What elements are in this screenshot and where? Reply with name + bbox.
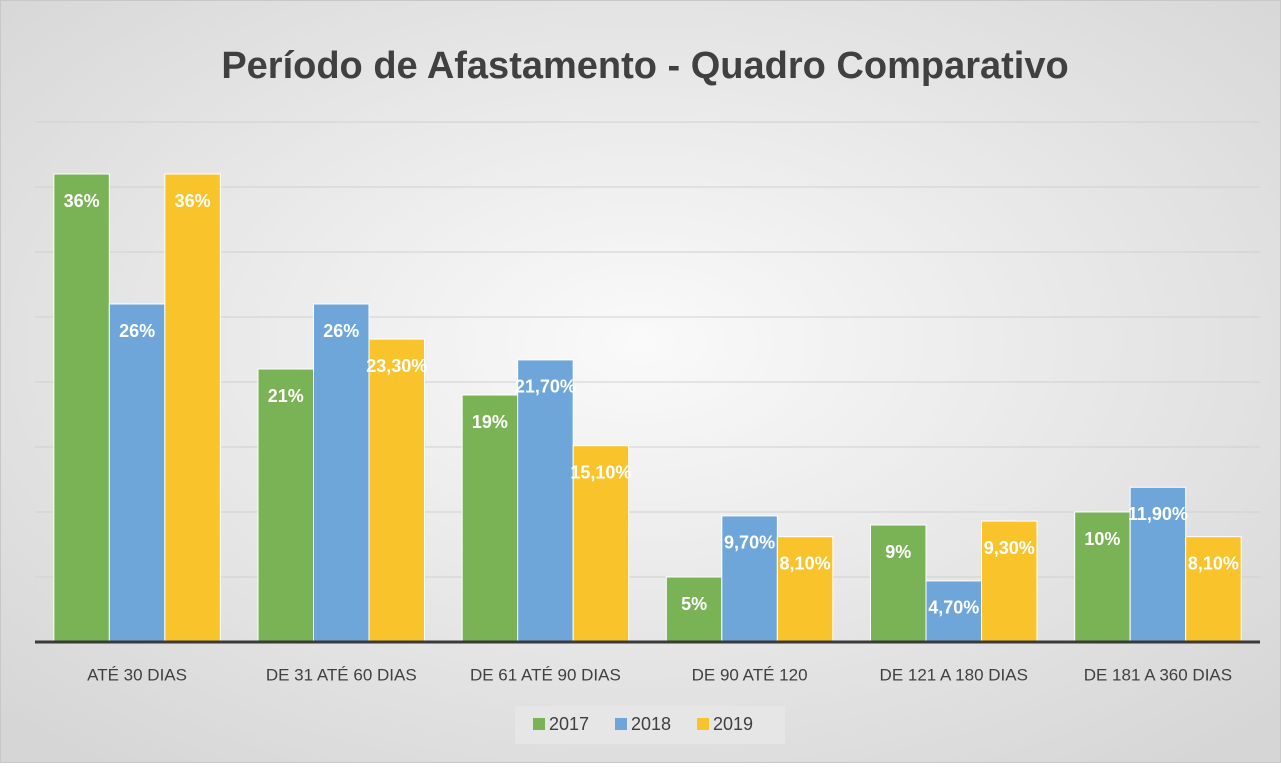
data-label: 19% bbox=[472, 412, 508, 432]
bar bbox=[368, 338, 425, 643]
bar bbox=[665, 576, 723, 643]
data-label: 9,30% bbox=[984, 538, 1035, 558]
bar bbox=[257, 368, 314, 643]
data-label: 21% bbox=[268, 386, 304, 406]
bar bbox=[108, 303, 166, 643]
data-label: 5% bbox=[681, 594, 707, 614]
bar bbox=[1129, 486, 1187, 643]
bar bbox=[461, 394, 519, 643]
data-label: 8,10% bbox=[780, 553, 831, 573]
x-tick-label: DE 181 A 360 DIAS bbox=[1084, 665, 1232, 684]
bar bbox=[925, 580, 982, 643]
data-label: 23,30% bbox=[366, 356, 427, 376]
legend-swatch bbox=[697, 718, 709, 730]
bar bbox=[164, 173, 221, 643]
bar bbox=[981, 520, 1038, 643]
x-tick-label: DE 31 ATÉ 60 DIAS bbox=[266, 665, 417, 684]
x-tick-label: DE 90 ATÉ 120 bbox=[692, 665, 808, 684]
legend-label: 2018 bbox=[631, 714, 671, 734]
data-label: 8,10% bbox=[1188, 553, 1239, 573]
data-label: 26% bbox=[119, 321, 155, 341]
x-tick-label: DE 121 A 180 DIAS bbox=[880, 665, 1028, 684]
bar bbox=[313, 303, 370, 643]
bar bbox=[517, 359, 574, 643]
data-label: 36% bbox=[64, 191, 100, 211]
data-label: 15,10% bbox=[570, 462, 631, 482]
legend-label: 2019 bbox=[713, 714, 753, 734]
legend-swatch bbox=[615, 718, 627, 730]
bar bbox=[1074, 511, 1131, 643]
legend-box bbox=[515, 706, 785, 744]
bar bbox=[53, 173, 110, 643]
data-label: 11,90% bbox=[1128, 504, 1188, 524]
legend-swatch bbox=[533, 718, 545, 730]
x-tick-label: DE 61 ATÉ 90 DIAS bbox=[470, 665, 621, 684]
data-label: 4,70% bbox=[928, 598, 979, 618]
data-label: 9% bbox=[885, 542, 911, 562]
chart-title: Período de Afastamento - Quadro Comparat… bbox=[221, 45, 1068, 87]
data-label: 9,70% bbox=[724, 533, 775, 553]
x-tick-label: ATÉ 30 DIAS bbox=[87, 665, 187, 684]
bar bbox=[572, 445, 630, 643]
data-label: 36% bbox=[175, 191, 211, 211]
bar bbox=[721, 515, 778, 643]
data-label: 10% bbox=[1084, 529, 1120, 549]
data-label: 21,70% bbox=[515, 377, 576, 397]
data-label: 26% bbox=[323, 321, 359, 341]
bar bbox=[1185, 536, 1242, 643]
legend-label: 2017 bbox=[549, 714, 589, 734]
